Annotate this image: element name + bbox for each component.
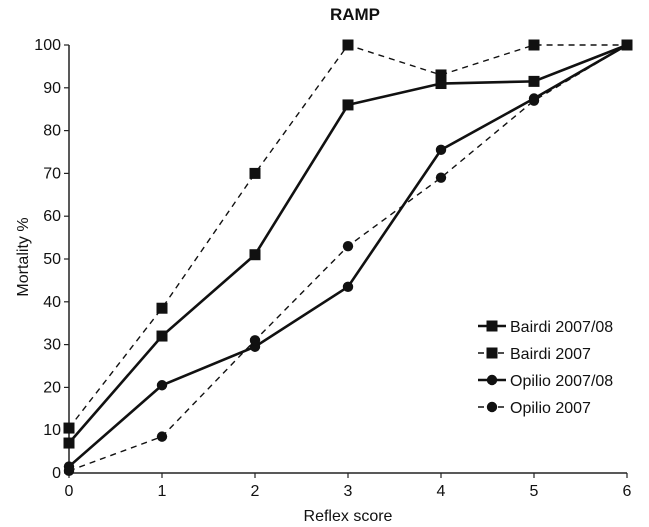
data-point <box>528 75 540 87</box>
y-tick-label: 90 <box>43 80 61 97</box>
series-3 <box>63 39 633 477</box>
x-tick-label: 0 <box>65 483 74 500</box>
data-point <box>156 330 168 342</box>
data-point <box>63 422 75 434</box>
y-tick-label: 40 <box>43 294 61 311</box>
data-point <box>435 172 447 183</box>
data-point <box>528 95 540 106</box>
y-tick-label: 80 <box>43 123 61 140</box>
legend-label: Opilio 2007/08 <box>510 373 613 390</box>
legend-label: Bairdi 2007/08 <box>510 319 613 336</box>
legend-label: Opilio 2007 <box>510 400 591 417</box>
x-axis-label: Reflex score <box>304 508 393 525</box>
y-tick-label: 70 <box>43 165 61 182</box>
y-tick-label: 100 <box>34 37 61 54</box>
legend-marker <box>486 401 498 413</box>
data-point <box>249 249 261 261</box>
legend-marker <box>486 347 498 359</box>
y-tick-label: 0 <box>52 465 61 482</box>
legend: Bairdi 2007/08 Bairdi 2007 Opilio 2007/08 O… <box>478 319 613 417</box>
x-tick-label: 1 <box>158 483 167 500</box>
x-tick-label: 5 <box>530 483 539 500</box>
data-point <box>156 431 168 442</box>
legend-label: Bairdi 2007 <box>510 346 591 363</box>
legend-marker <box>486 320 498 332</box>
legend-item: Opilio 2007 <box>478 400 591 417</box>
legend-item: Bairdi 2007/08 <box>478 319 613 336</box>
y-tick-label: 60 <box>43 208 61 225</box>
y-axis-label: Mortality % <box>15 217 32 296</box>
data-point <box>621 39 633 51</box>
y-tick-label: 20 <box>43 379 61 396</box>
x-tick-label: 4 <box>437 483 446 500</box>
data-point <box>342 281 354 293</box>
data-point <box>156 302 168 314</box>
legend-marker <box>486 374 498 386</box>
data-point <box>435 144 447 156</box>
x-ticks: 0 1 2 3 4 5 6 <box>65 473 632 500</box>
series-layer <box>63 39 633 477</box>
data-point <box>435 69 447 81</box>
x-tick-label: 3 <box>344 483 353 500</box>
y-tick-label: 50 <box>43 251 61 268</box>
data-point <box>528 39 540 51</box>
data-point <box>249 167 261 179</box>
data-point <box>342 99 354 111</box>
chart-title: RAMP <box>330 5 380 24</box>
y-tick-label: 10 <box>43 422 61 439</box>
data-point <box>342 240 354 252</box>
x-tick-label: 6 <box>623 483 632 500</box>
y-tick-label: 30 <box>43 337 61 354</box>
x-tick-label: 2 <box>251 483 260 500</box>
data-point <box>63 437 75 449</box>
data-point <box>63 465 75 477</box>
legend-item: Opilio 2007/08 <box>478 373 613 390</box>
legend-item: Bairdi 2007 <box>478 346 591 363</box>
y-ticks: 0 10 20 30 40 50 60 70 80 90 100 <box>34 37 69 482</box>
data-point <box>249 335 261 346</box>
data-point <box>342 39 354 51</box>
data-point <box>435 78 447 90</box>
data-point <box>156 380 168 391</box>
